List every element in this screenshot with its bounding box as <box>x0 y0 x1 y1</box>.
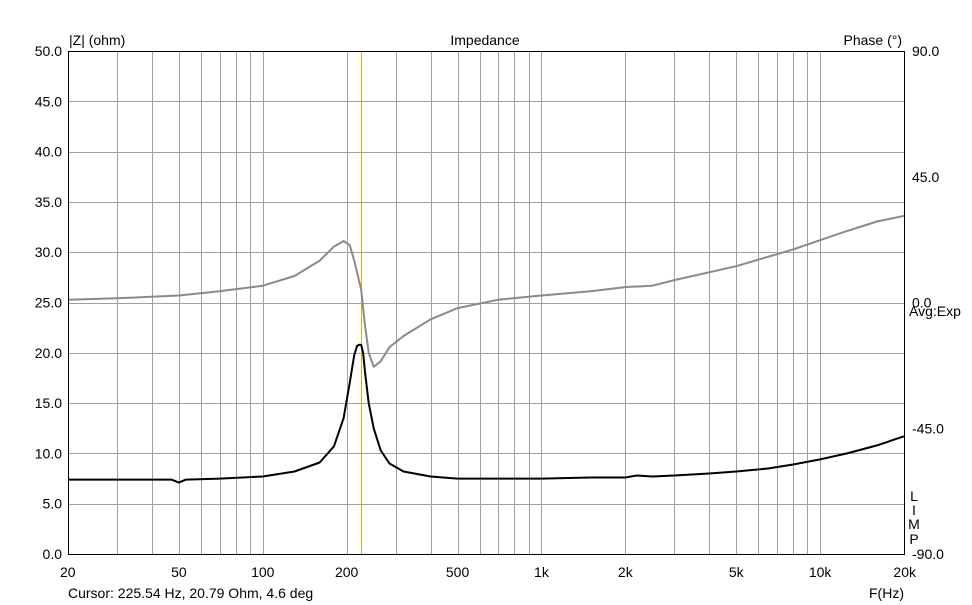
x-axis-label: F(Hz) <box>869 585 904 601</box>
y-tick-label-right: -90.0 <box>912 546 944 562</box>
x-tick-label: 20k <box>893 564 917 580</box>
limp-letter-p: P <box>909 531 918 547</box>
x-tick-label: 50 <box>171 564 187 580</box>
right-axis-ticks: 90.0 45.0 0.0 -45.0 -90.0 <box>912 43 944 562</box>
x-tick-label: 500 <box>446 564 470 580</box>
x-tick-label: 20 <box>60 564 76 580</box>
y-tick-label-left: 45.0 <box>35 93 62 109</box>
impedance-series-line <box>68 343 905 484</box>
grid-lines <box>68 51 904 554</box>
y-tick-label-right: -45.0 <box>912 420 944 436</box>
left-axis-ticks: 50.0 45.0 40.0 35.0 30.0 25.0 20.0 15.0 10.0 5.0 0… <box>35 43 62 562</box>
limp-letter-m: M <box>908 516 920 532</box>
plot-frame <box>68 51 905 555</box>
limp-letter-i: I <box>912 502 916 518</box>
y-tick-label-left: 25.0 <box>35 295 62 311</box>
x-tick-label: 200 <box>335 564 359 580</box>
series-layer <box>67 214 905 484</box>
x-tick-label: 2k <box>618 564 634 580</box>
limp-letter-l: L <box>910 488 918 504</box>
x-axis-ticks: 20 50 100 200 500 1k 2k 5k 10k 20k <box>60 564 917 580</box>
y-tick-label-left: 30.0 <box>35 244 62 260</box>
x-tick-label: 5k <box>729 564 745 580</box>
y-tick-label-left: 5.0 <box>43 496 63 512</box>
cursor-readout: Cursor: 225.54 Hz, 20.79 Ohm, 4.6 deg <box>68 585 313 601</box>
x-tick-label: 10k <box>809 564 833 580</box>
y-tick-label-left: 20.0 <box>35 345 62 361</box>
chart-title: Impedance <box>450 32 519 48</box>
x-tick-label: 100 <box>251 564 275 580</box>
y-tick-label-left: 0.0 <box>43 546 63 562</box>
y-tick-label-right: 0.0 <box>912 295 932 311</box>
averaging-label: Avg:Exp <box>909 303 961 319</box>
y-tick-label-left: 15.0 <box>35 395 62 411</box>
y-tick-label-left: 40.0 <box>35 144 62 160</box>
y-axis-right-label: Phase (°) <box>843 32 902 48</box>
y-tick-label-right: 90.0 <box>912 43 939 59</box>
y-axis-left-label: |Z| (ohm) <box>69 32 125 48</box>
y-tick-label-left: 35.0 <box>35 194 62 210</box>
phase-series-line <box>67 214 905 368</box>
y-tick-label-right: 45.0 <box>912 169 939 185</box>
y-tick-label-left: 10.0 <box>35 445 62 461</box>
x-tick-label: 1k <box>534 564 550 580</box>
y-tick-label-left: 50.0 <box>35 43 62 59</box>
